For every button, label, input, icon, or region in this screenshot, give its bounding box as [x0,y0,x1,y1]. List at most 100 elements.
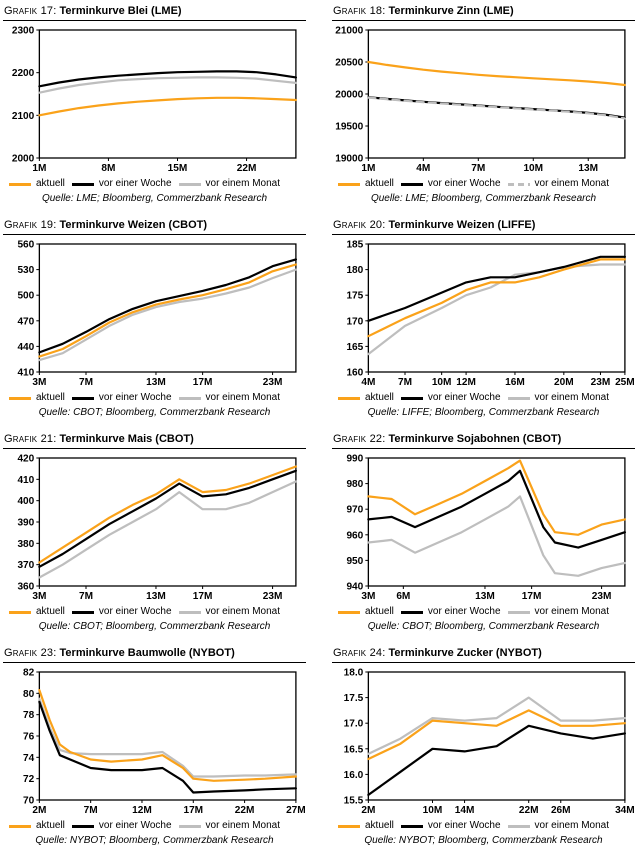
legend-item-monat: vor einem Monat [507,820,609,832]
legend-swatch-woche [71,824,94,828]
y-axis-tick-label: 82 [23,668,35,679]
legend-label: vor einer Woche [98,392,172,403]
legend-item-woche: vor einer Woche [400,820,501,832]
y-axis-tick-label: 2200 [12,68,35,79]
legend-swatch-aktuell [9,396,31,400]
plot-border [38,457,297,587]
x-axis-tick-label: 12M [456,377,476,388]
y-axis-tick-label: 15.5 [344,796,364,807]
chart-number: Grafik 22: [333,433,386,445]
x-axis-tick-label: 13M [146,591,166,602]
y-axis-tick-label: 500 [17,291,34,302]
legend-label: aktuell [36,606,65,617]
y-axis-tick-label: 72 [23,774,35,785]
x-axis-tick-label: 4M [416,163,430,174]
series-line-monat [367,495,627,577]
legend-label: vor einem Monat [534,820,609,831]
x-axis-tick-label: 8M [101,163,115,174]
legend-label: vor einem Monat [205,820,280,831]
x-axis-tick-label: 12M [132,805,152,816]
chart-plot: 2000 2100 2200 2300 1M 8M 15M 22M [12,26,298,174]
x-axis-tick-label: 22M [237,163,257,174]
legend-label: aktuell [365,178,394,189]
legend-swatch-monat [507,824,530,828]
legend-item-monat: vor einem Monat [507,392,609,404]
chart-title-text: Terminkurve Weizen (CBOT) [59,219,208,231]
legend-item-aktuell: aktuell [9,178,65,190]
chart-header: Grafik 21: Terminkurve Mais (CBOT) [3,432,306,449]
y-axis-tick-label: 160 [346,368,363,379]
legend-label: vor einer Woche [427,178,501,189]
chart-number: Grafik 20: [333,219,386,231]
chart-number: Grafik 21: [4,433,57,445]
legend-label: vor einem Monat [205,178,280,189]
legend-label: aktuell [36,178,65,189]
legend-swatch-aktuell [338,396,360,400]
x-axis-tick-label: 7M [79,377,93,388]
series-line-aktuell [367,459,627,536]
legend-swatch-woche [400,182,423,186]
x-axis-tick-label: 23M [592,591,612,602]
y-axis-tick-label: 78 [23,710,35,721]
series-line-monat [38,697,298,778]
y-axis-tick-label: 420 [17,454,34,465]
y-axis-tick-label: 980 [346,479,363,490]
x-axis-tick-label: 17M [193,591,213,602]
x-axis-tick-label: 17M [193,377,213,388]
x-axis-tick-label: 6M [396,591,410,602]
x-axis-tick-label: 23M [263,377,283,388]
chart-header: Grafik 22: Terminkurve Sojabohnen (CBOT) [332,432,635,449]
chart-source: Quelle: LIFFE; Bloomberg, Commerzbank Re… [367,407,600,418]
legend-swatch-monat [178,824,201,828]
legend-swatch-monat [507,182,530,186]
chart-panel-17: Grafik 17: Terminkurve Blei (LME) 2000 21… [3,4,306,205]
y-axis-tick-label: 17.0 [344,719,364,730]
legend-label: vor einer Woche [427,606,501,617]
y-axis-tick-label: 2100 [12,111,35,122]
charts-grid: Grafik 17: Terminkurve Blei (LME) 2000 21… [3,4,635,847]
y-axis-tick-label: 530 [17,265,34,276]
legend-label: vor einem Monat [205,392,280,403]
series-line-aktuell [367,60,627,87]
y-axis-tick-label: 470 [17,316,34,327]
legend-label: aktuell [365,392,394,403]
chart-plot: 360 370 380 390 400 410 420 3M 7M 13M 17M 23M [17,454,298,602]
chart-source: Quelle: CBOT; Bloomberg, Commerzbank Res… [38,621,271,632]
series-line-aktuell [38,465,298,564]
y-axis-tick-label: 990 [346,454,363,465]
x-axis-tick-label: 23M [263,591,283,602]
x-axis-tick-label: 13M [146,377,166,388]
x-axis-tick-label: 20M [554,377,574,388]
chart-title-text: Terminkurve Mais (CBOT) [59,433,194,445]
chart-panel-20: Grafik 20: Terminkurve Weizen (LIFFE) 16… [332,218,635,419]
legend-item-monat: vor einem Monat [178,392,280,404]
x-axis-tick-label: 13M [578,163,598,174]
y-axis-tick-label: 950 [346,556,363,567]
y-axis-tick-label: 440 [17,342,34,353]
chart-panel-21: Grafik 21: Terminkurve Mais (CBOT) 360 37… [3,432,306,633]
series-line-aktuell [367,709,627,761]
y-axis-tick-label: 370 [17,560,34,571]
legend-swatch-aktuell [338,182,360,186]
legend-label: aktuell [36,392,65,403]
chart-title-text: Terminkurve Weizen (LIFFE) [388,219,536,231]
chart-legend: aktuell vor einer Woche vor einem Monat [3,391,306,404]
x-axis-tick-label: 22M [519,805,539,816]
x-axis-tick-label: 4M [361,377,375,388]
legend-label: vor einer Woche [98,606,172,617]
legend-label: aktuell [36,820,65,831]
series-line-monat [38,480,298,579]
x-axis-tick-label: 26M [551,805,571,816]
x-axis-tick-label: 7M [471,163,485,174]
series-line-woche [38,469,298,568]
y-axis-tick-label: 19000 [335,154,363,165]
x-axis-tick-label: 2M [361,805,375,816]
x-axis-tick-label: 3M [32,377,46,388]
chart-title-text: Terminkurve Zucker (NYBOT) [388,647,542,659]
y-axis-tick-label: 80 [23,689,35,700]
legend-item-aktuell: aktuell [338,392,394,404]
series-line-monat [367,696,627,756]
chart-legend: aktuell vor einer Woche vor einem Monat [3,177,306,190]
chart-panel-18: Grafik 18: Terminkurve Zinn (LME) 19000 1… [332,4,635,205]
series-line-monat [367,263,627,356]
